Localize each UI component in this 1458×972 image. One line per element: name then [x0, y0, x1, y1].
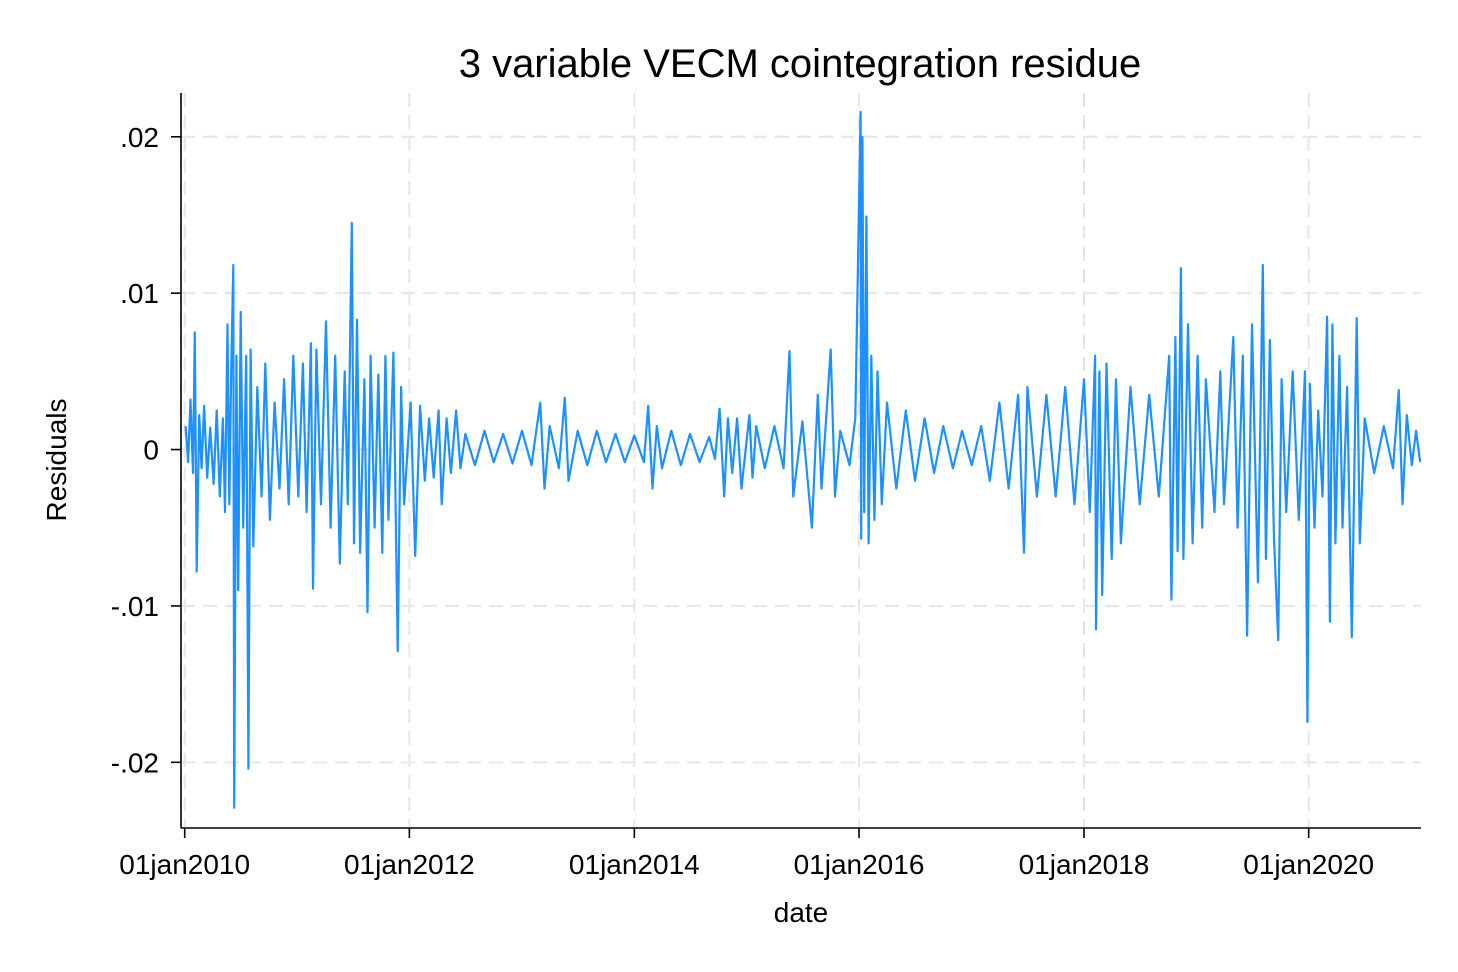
x-tick-label: 01jan2014: [569, 849, 700, 880]
x-tick-label: 01jan2020: [1243, 849, 1374, 880]
x-tick-label: 01jan2012: [344, 849, 475, 880]
y-tick-label: 0: [143, 435, 159, 466]
axes: [180, 93, 1421, 829]
y-axis-label: Residuals: [41, 399, 72, 522]
x-tick-label: 01jan2018: [1019, 849, 1150, 880]
series-layer: [184, 110, 1422, 809]
residuals-series-line: [184, 110, 1422, 809]
y-tick-label: -.02: [111, 747, 159, 778]
x-axis-label: date: [774, 897, 829, 928]
x-tick-label: 01jan2010: [119, 849, 250, 880]
x-axis-ticks: 01jan2010 01jan2012 01jan2014 01jan2016 01ja…: [119, 828, 1374, 880]
y-tick-label: .02: [120, 122, 159, 153]
y-tick-label: -.01: [111, 591, 159, 622]
chart-title: 3 variable VECM cointegration residue: [459, 42, 1142, 86]
y-axis-ticks: .02 .01 0 -.01 -.02: [111, 122, 181, 778]
y-tick-label: .01: [120, 278, 159, 309]
x-tick-label: 01jan2016: [794, 849, 925, 880]
